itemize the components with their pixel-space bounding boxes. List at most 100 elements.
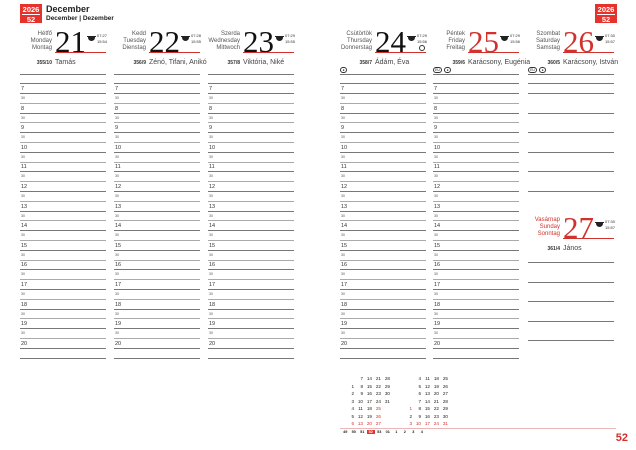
hour-line[interactable]: [340, 191, 426, 192]
week-number[interactable]: 49: [343, 430, 348, 434]
day-column[interactable]: Szerda Wednesday Mittwoch 23 07:29 15:55 357/8…: [208, 0, 295, 370]
half-hour-line[interactable]: [340, 102, 426, 104]
hour-line[interactable]: [340, 249, 426, 251]
half-hour-line[interactable]: [433, 200, 519, 202]
hour-line[interactable]: [114, 93, 200, 94]
half-hour-line[interactable]: [208, 200, 294, 202]
hour-line[interactable]: [208, 289, 294, 290]
hour-line[interactable]: [208, 191, 294, 192]
half-hour-line[interactable]: [433, 142, 519, 143]
note-line[interactable]: [528, 191, 614, 192]
hour-line[interactable]: [340, 112, 426, 114]
half-hour-line[interactable]: [208, 122, 294, 124]
hour-line[interactable]: [114, 171, 200, 173]
hour-line[interactable]: [208, 249, 294, 251]
half-hour-line[interactable]: [20, 318, 106, 320]
half-hour-line[interactable]: [433, 298, 519, 300]
note-line[interactable]: [528, 262, 614, 263]
half-hour-line[interactable]: [340, 259, 426, 261]
half-hour-line[interactable]: [114, 298, 200, 300]
hour-line[interactable]: [433, 249, 519, 251]
hour-line[interactable]: [208, 230, 294, 232]
day-column[interactable]: Hétfő Monday Montag 21 07:27 15:54 355/10 Tamás…: [20, 0, 107, 370]
hour-line[interactable]: [340, 289, 426, 290]
hour-line[interactable]: [20, 93, 106, 94]
half-hour-line[interactable]: [433, 122, 519, 124]
half-hour-line[interactable]: [433, 181, 519, 183]
hour-line[interactable]: [114, 308, 200, 310]
hour-line[interactable]: [433, 93, 519, 94]
half-hour-line[interactable]: [20, 181, 106, 183]
hour-line[interactable]: [20, 249, 106, 251]
note-line[interactable]: [528, 281, 614, 283]
hour-line[interactable]: [433, 328, 519, 330]
half-hour-line[interactable]: [208, 318, 294, 320]
half-hour-line[interactable]: [114, 279, 200, 281]
hour-line[interactable]: [433, 230, 519, 232]
hour-line[interactable]: [114, 191, 200, 192]
hour-line[interactable]: [208, 308, 294, 310]
hour-line[interactable]: [433, 269, 519, 271]
half-hour-line[interactable]: [433, 102, 519, 104]
hour-line[interactable]: [340, 230, 426, 232]
hour-line[interactable]: [20, 132, 106, 134]
half-hour-line[interactable]: [114, 200, 200, 202]
hour-line[interactable]: [433, 347, 519, 349]
hour-line[interactable]: [208, 93, 294, 94]
half-hour-line[interactable]: [208, 161, 294, 163]
hour-line[interactable]: [340, 269, 426, 271]
hour-line[interactable]: [20, 269, 106, 271]
half-hour-line[interactable]: [114, 259, 200, 261]
half-hour-line[interactable]: [340, 279, 426, 281]
half-hour-line[interactable]: [114, 142, 200, 143]
day-column[interactable]: Csütörtök Thursday Donnerstag 24 07:29 15:56 3…: [340, 0, 427, 370]
half-hour-line[interactable]: [114, 318, 200, 320]
hour-line[interactable]: [114, 269, 200, 271]
half-hour-line[interactable]: [20, 142, 106, 143]
hour-line[interactable]: [114, 151, 200, 153]
hour-line[interactable]: [340, 132, 426, 134]
week-number[interactable]: 52: [366, 430, 375, 434]
note-line[interactable]: [528, 151, 614, 153]
half-hour-line[interactable]: [208, 259, 294, 261]
half-hour-line[interactable]: [20, 259, 106, 261]
half-hour-line[interactable]: [208, 338, 294, 339]
hour-line[interactable]: [208, 269, 294, 271]
week-number[interactable]: 51: [360, 430, 365, 434]
half-hour-line[interactable]: [433, 259, 519, 261]
half-hour-line[interactable]: [433, 240, 519, 241]
half-hour-line[interactable]: [340, 181, 426, 183]
half-hour-line[interactable]: [208, 220, 294, 222]
week-number[interactable]: 4: [420, 430, 423, 434]
half-hour-line[interactable]: [114, 240, 200, 241]
half-hour-line[interactable]: [340, 161, 426, 163]
hour-line[interactable]: [433, 308, 519, 310]
half-hour-line[interactable]: [20, 279, 106, 281]
hour-line[interactable]: [340, 93, 426, 94]
hour-line[interactable]: [114, 289, 200, 290]
half-hour-line[interactable]: [433, 161, 519, 163]
hour-line[interactable]: [20, 289, 106, 290]
hour-line[interactable]: [433, 112, 519, 114]
half-hour-line[interactable]: [208, 240, 294, 241]
hour-line[interactable]: [433, 289, 519, 290]
half-hour-line[interactable]: [20, 240, 106, 241]
hour-line[interactable]: [433, 210, 519, 212]
week-number[interactable]: 01: [385, 430, 390, 434]
half-hour-line[interactable]: [20, 338, 106, 339]
hour-line[interactable]: [208, 112, 294, 114]
half-hour-line[interactable]: [208, 279, 294, 281]
hour-line[interactable]: [20, 112, 106, 114]
note-line[interactable]: [528, 171, 614, 173]
half-hour-line[interactable]: [20, 102, 106, 104]
day-column[interactable]: Kedd Tuesday Dienstag 22 07:28 15:55 356/9 Zénó…: [114, 0, 207, 370]
half-hour-line[interactable]: [433, 279, 519, 281]
week-number[interactable]: 2: [403, 430, 406, 434]
week-number[interactable]: 53: [377, 430, 382, 434]
hour-line[interactable]: [114, 249, 200, 251]
hour-line[interactable]: [340, 308, 426, 310]
note-line[interactable]: [528, 112, 614, 114]
hour-line[interactable]: [208, 171, 294, 173]
hour-line[interactable]: [433, 191, 519, 192]
note-line[interactable]: [528, 93, 614, 94]
